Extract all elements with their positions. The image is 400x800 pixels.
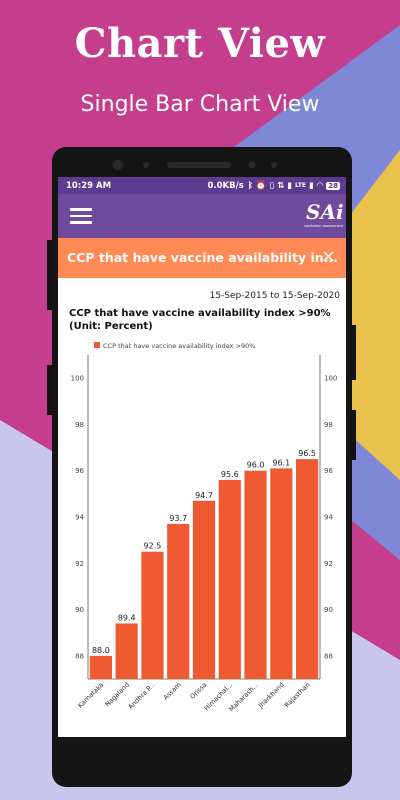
status-network-speed: 0.0KB/s bbox=[207, 180, 244, 191]
legend-swatch bbox=[94, 342, 100, 348]
app-screen: 10:29 AM 0.0KB/s ᛒ ⏰ ▯ ⇅ ▮ LTE ▮ ◠ 28 SA… bbox=[58, 177, 346, 737]
sensor-dot-2 bbox=[143, 162, 149, 168]
logo-text: SAi bbox=[306, 200, 344, 224]
bar-value-label: 95.6 bbox=[221, 470, 239, 479]
x-tick-label: Orissa bbox=[188, 681, 208, 701]
y-tick-label-left: 98 bbox=[75, 421, 84, 429]
vibrate-icon: ▯ bbox=[269, 180, 275, 191]
bar[interactable] bbox=[270, 468, 293, 679]
sensor-dot-3 bbox=[271, 162, 277, 168]
bar[interactable] bbox=[115, 623, 138, 679]
bar[interactable] bbox=[89, 655, 112, 679]
y-tick-label-left: 92 bbox=[75, 560, 84, 568]
phone-side-button-right-2 bbox=[351, 410, 356, 460]
y-tick-label-right: 88 bbox=[324, 652, 333, 660]
x-tick-label: Karnataka bbox=[76, 681, 105, 710]
wifi-icon: ◠ bbox=[316, 180, 324, 191]
navigation-bar bbox=[58, 729, 346, 737]
y-tick-label-left: 88 bbox=[75, 652, 84, 660]
bar[interactable] bbox=[244, 470, 267, 679]
y-tick-label-right: 94 bbox=[324, 514, 333, 522]
front-camera bbox=[248, 161, 256, 169]
speaker-grille bbox=[167, 162, 231, 168]
data-icon: ⇅ bbox=[277, 180, 285, 191]
close-icon[interactable]: × bbox=[320, 246, 336, 267]
bar-value-label: 94.7 bbox=[195, 491, 213, 500]
bar-value-label: 92.5 bbox=[144, 542, 162, 551]
phone-side-button-left-2 bbox=[47, 365, 52, 415]
bar-value-label: 88.0 bbox=[92, 646, 110, 655]
y-tick-label-left: 90 bbox=[75, 606, 84, 614]
hamburger-menu-icon[interactable] bbox=[70, 208, 92, 224]
status-bar: 10:29 AM 0.0KB/s ᛒ ⏰ ▯ ⇅ ▮ LTE ▮ ◠ 28 bbox=[58, 177, 346, 194]
bar[interactable] bbox=[192, 500, 216, 679]
bar-value-label: 96.1 bbox=[272, 458, 290, 467]
bar[interactable] bbox=[167, 523, 190, 679]
y-tick-label-left: 94 bbox=[75, 514, 84, 522]
app-logo: SAi sanitation assessment bbox=[304, 200, 344, 232]
y-tick-label-right: 92 bbox=[324, 560, 333, 568]
status-time: 10:29 AM bbox=[66, 180, 112, 191]
y-tick-label-left: 100 bbox=[71, 375, 84, 383]
y-tick-label-right: 96 bbox=[324, 467, 333, 475]
signal-icon: ▮ bbox=[287, 180, 292, 191]
bar-value-label: 89.4 bbox=[118, 613, 136, 622]
bar[interactable] bbox=[296, 459, 319, 679]
signal-icon-2: ▮ bbox=[309, 180, 314, 191]
y-tick-label-right: 90 bbox=[324, 606, 333, 614]
y-tick-label-right: 98 bbox=[324, 421, 333, 429]
battery-icon: 28 bbox=[326, 181, 340, 190]
date-range: 15-Sep-2015 to 15-Sep-2020 bbox=[209, 291, 340, 301]
x-tick-label: Assam bbox=[162, 681, 183, 702]
bluetooth-icon: ᛒ bbox=[247, 180, 253, 191]
x-tick-label: Rajasthan bbox=[283, 681, 312, 710]
bar-value-label: 96.0 bbox=[247, 461, 265, 470]
chart-header-title: CCP that have vaccine availability in... bbox=[67, 250, 338, 265]
bar-value-label: 96.5 bbox=[298, 449, 316, 458]
phone-side-button-right bbox=[351, 325, 356, 380]
promo-subtitle: Single Bar Chart View bbox=[80, 92, 320, 117]
y-tick-label-right: 100 bbox=[324, 375, 337, 383]
app-toolbar: SAi sanitation assessment bbox=[58, 194, 346, 238]
bar-value-label: 93.7 bbox=[169, 514, 187, 523]
alarm-icon: ⏰ bbox=[255, 180, 267, 191]
bar[interactable] bbox=[218, 479, 241, 679]
lte-icon: LTE bbox=[294, 182, 307, 189]
phone-top-bezel bbox=[113, 160, 277, 170]
logo-subtext: sanitation assessment bbox=[304, 224, 344, 228]
sensor-dot bbox=[113, 160, 123, 170]
chart-title: CCP that have vaccine availability index… bbox=[69, 308, 331, 332]
phone-side-button-left bbox=[47, 240, 52, 310]
x-tick-label: Jharkhand bbox=[256, 681, 286, 711]
y-tick-label-left: 96 bbox=[75, 467, 84, 475]
bar[interactable] bbox=[141, 551, 164, 679]
status-icons: ᛒ ⏰ ▯ ⇅ ▮ LTE ▮ ◠ 28 bbox=[248, 181, 340, 191]
bar-chart: CCP that have vaccine availability index… bbox=[71, 342, 337, 713]
promo-title: Chart View bbox=[74, 20, 326, 67]
chart-header-bar: CCP that have vaccine availability in...… bbox=[58, 238, 346, 278]
legend-label: CCP that have vaccine availability index… bbox=[103, 342, 255, 350]
x-tick-label: Andhra P... bbox=[127, 681, 157, 711]
